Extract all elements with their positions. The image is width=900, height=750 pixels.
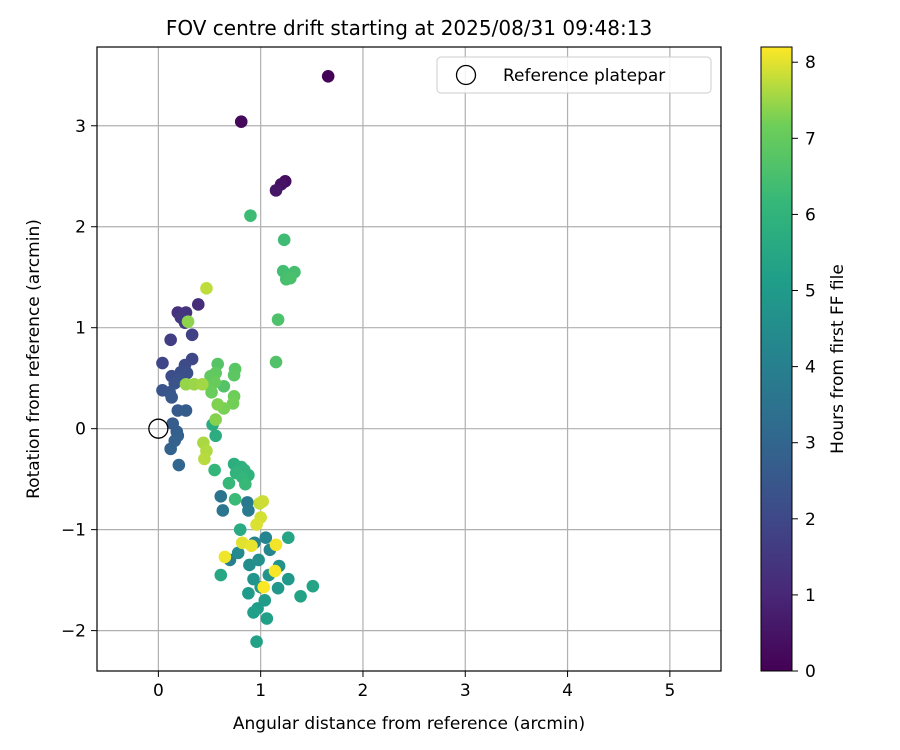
data-point [284, 271, 297, 285]
data-point [165, 391, 178, 404]
y-tick-label: 3 [75, 117, 86, 137]
y-tick-label: −2 [61, 622, 86, 642]
data-point [234, 115, 248, 129]
data-point [259, 531, 273, 545]
data-point [250, 518, 263, 531]
data-point [172, 458, 186, 472]
colorbar-tick-label: 6 [805, 205, 816, 225]
grid [97, 47, 721, 671]
data-point [258, 594, 272, 607]
y-tick-label: 0 [75, 420, 86, 440]
data-point [209, 429, 222, 443]
data-point [196, 377, 209, 391]
data-point [252, 553, 265, 567]
data-point [218, 550, 232, 564]
data-point [216, 504, 230, 517]
data-point [179, 404, 193, 417]
data-point [269, 184, 283, 197]
data-point [271, 581, 285, 595]
data-point [228, 493, 242, 506]
plot-frame [96, 46, 722, 672]
colorbar-tick-label: 5 [805, 282, 816, 302]
y-tick-label: 2 [75, 218, 86, 238]
data-point [231, 546, 245, 560]
data-point [209, 413, 222, 426]
data-point [239, 477, 252, 491]
data-point [164, 333, 177, 347]
data-point [247, 606, 260, 619]
data-point [242, 586, 255, 600]
data-point [306, 579, 320, 593]
data-point [180, 366, 194, 380]
x-tick-label: 0 [153, 681, 164, 701]
x-axis-label: Angular distance from reference (arcmin) [233, 714, 585, 734]
data-point [211, 398, 225, 411]
data-point [164, 442, 177, 456]
data-point [227, 368, 241, 382]
data-point [245, 539, 258, 553]
colorbar-ticks: 0 1 2 3 4 5 6 7 8 [792, 53, 816, 682]
chart-title: FOV centre drift starting at 2025/08/31 … [166, 16, 652, 40]
colorbar-tick-label: 1 [805, 586, 816, 606]
data-points [148, 69, 335, 649]
data-point [256, 495, 270, 508]
data-point [281, 572, 295, 586]
data-point [222, 476, 236, 490]
data-point [269, 538, 283, 552]
x-tick-label: 3 [460, 681, 471, 701]
data-point [294, 589, 307, 603]
data-point [156, 356, 169, 370]
y-tick-label: −1 [61, 521, 86, 541]
data-point [257, 580, 271, 594]
data-point [198, 452, 211, 466]
colorbar-tick-label: 0 [805, 662, 816, 682]
y-axis-ticks: −2 −1 0 1 2 3 [61, 117, 97, 642]
data-point [269, 355, 283, 369]
legend-reference-marker [455, 64, 477, 86]
data-point [208, 375, 221, 389]
data-point [208, 463, 221, 477]
data-point [260, 612, 274, 625]
data-point [214, 490, 228, 503]
data-point [242, 504, 255, 517]
x-tick-label: 4 [562, 681, 573, 701]
data-point [244, 209, 257, 222]
x-tick-label: 5 [664, 681, 675, 701]
colorbar-tick-label: 8 [805, 53, 816, 73]
legend-box [436, 56, 712, 94]
colorbar-gradient [760, 46, 793, 672]
y-tick-label: 1 [75, 319, 86, 339]
data-point [243, 558, 256, 572]
colorbar-tick-label: 7 [805, 129, 816, 149]
data-point [247, 572, 260, 586]
x-axis-ticks: 0 1 2 3 4 5 [153, 671, 675, 701]
legend: Reference platepar [436, 56, 712, 94]
data-point [191, 298, 205, 311]
x-tick-label: 2 [358, 681, 369, 701]
x-tick-label: 1 [255, 681, 266, 701]
colorbar: 0 1 2 3 4 5 6 7 8 Hours from first FF file [760, 46, 848, 682]
data-point [321, 69, 335, 83]
data-point [281, 531, 295, 545]
colorbar-tick-label: 4 [805, 358, 816, 378]
data-point [214, 568, 228, 582]
colorbar-tick-label: 2 [805, 510, 816, 530]
legend-reference-label: Reference platepar [503, 66, 665, 86]
data-point [277, 233, 291, 247]
data-point [226, 397, 240, 410]
data-point [233, 523, 247, 536]
colorbar-tick-label: 3 [805, 434, 816, 454]
colorbar-label: Hours from first FF file [828, 264, 848, 454]
data-point [205, 386, 218, 399]
reference-point [148, 418, 169, 439]
data-point [250, 635, 263, 649]
data-point [185, 328, 199, 342]
y-axis-label: Rotation from reference (arcmin) [24, 219, 44, 499]
data-point [268, 564, 282, 578]
data-point [181, 315, 195, 328]
data-point [271, 313, 285, 326]
data-point [200, 282, 213, 295]
